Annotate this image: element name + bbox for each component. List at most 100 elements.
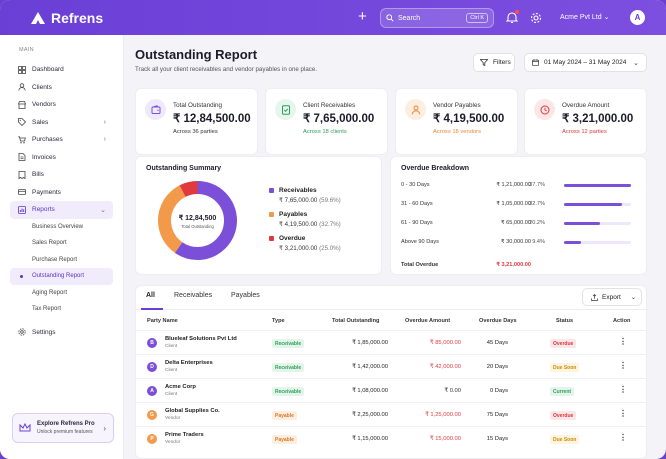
column-header[interactable]: Total Outstanding — [332, 318, 379, 324]
date-range-picker[interactable]: 01 May 2024 – 31 May 2024 ⌄ — [524, 53, 647, 72]
overdue-row: Above 90 Days ₹ 30,000.00 9.4% — [401, 239, 641, 247]
column-header[interactable]: Status — [556, 318, 573, 324]
tab-receivables[interactable]: Receivables — [174, 292, 212, 299]
status-badge: Due Soon — [550, 435, 579, 444]
sidebar-item-label: Bills — [32, 171, 44, 178]
notification-bell-icon[interactable] — [506, 11, 518, 24]
company-switcher[interactable]: Acme Pvt Ltd ⌄ — [560, 13, 609, 21]
stat-card-client-receivables: Client Receivables ₹ 7,65,000.00 Across … — [265, 88, 388, 155]
tab-payables[interactable]: Payables — [231, 292, 260, 299]
more-actions-icon[interactable]: ⋮ — [619, 434, 627, 442]
date-range-text: 01 May 2024 – 31 May 2024 — [544, 59, 626, 66]
party-name[interactable]: Prime Traders — [165, 432, 204, 438]
store-icon — [18, 101, 26, 109]
sidebar-subitem-aging-report[interactable]: Aging Report — [0, 285, 123, 302]
overdue-days: 45 Days — [468, 340, 508, 346]
sidebar-item-sales[interactable]: Sales › — [0, 114, 123, 132]
refrens-logo-icon — [30, 11, 46, 25]
sidebar-subitem-sales-report[interactable]: Sales Report — [0, 235, 123, 252]
overdue-amount: ₹ 65,000.00 — [471, 220, 531, 226]
table-row[interactable]: D Delta Enterprises Client Receivable ₹ 1,42… — [136, 354, 648, 378]
party-kind: Vendor — [165, 416, 180, 421]
overdue-pct: 32.7% — [527, 201, 545, 207]
party-name[interactable]: Acme Corp — [165, 384, 196, 390]
search-placeholder: Search — [398, 15, 420, 22]
crown-icon — [19, 423, 31, 433]
sidebar-item-settings[interactable]: Settings — [0, 324, 123, 342]
stat-label: Vendor Payables — [433, 102, 481, 109]
avatar[interactable]: A — [630, 10, 645, 25]
search-input[interactable]: Search Ctrl K — [380, 8, 494, 28]
more-actions-icon[interactable]: ⋮ — [619, 410, 627, 418]
party-kind: Client — [165, 344, 177, 349]
export-button[interactable]: Export ⌄ — [582, 288, 642, 306]
column-header[interactable]: Overdue Days — [479, 318, 517, 324]
status-badge: Due Soon — [550, 363, 579, 372]
sidebar-subitem-outstanding-report[interactable]: Outstanding Report — [10, 268, 113, 285]
gear-icon[interactable] — [530, 11, 542, 23]
sidebar-item-payments[interactable]: Payments — [0, 184, 123, 202]
app-logo[interactable]: Refrens — [30, 10, 103, 26]
table-row[interactable]: G Global Supplies Co. Vendor Payable ₹ 2,25,… — [136, 402, 648, 426]
wallet-icon — [145, 99, 166, 120]
sidebar-item-label: Payments — [32, 189, 61, 196]
party-name[interactable]: Blueleaf Solutions Pvt Ltd — [165, 336, 237, 342]
chevron-right-icon: › — [104, 119, 106, 126]
search-shortcut: Ctrl K — [466, 13, 488, 23]
stat-label: Total Outstanding — [173, 102, 222, 109]
chevron-down-icon: ⌄ — [604, 14, 610, 21]
sidebar-item-vendors[interactable]: Vendors — [0, 96, 123, 114]
summary-legend: Receivables ₹ 7,65,000.00 (59.6%) Payabl… — [269, 187, 341, 259]
column-header[interactable]: Action — [613, 318, 630, 324]
sidebar-subitem-purchase-report[interactable]: Purchase Report — [0, 252, 123, 269]
sidebar-item-label: Dashboard — [32, 66, 64, 73]
table-row[interactable]: B Blueleaf Solutions Pvt Ltd Client Receiva… — [136, 330, 648, 354]
more-actions-icon[interactable]: ⋮ — [619, 362, 627, 370]
column-header[interactable]: Type — [272, 318, 285, 324]
more-actions-icon[interactable]: ⋮ — [619, 386, 627, 394]
stat-card-overdue-amount: Overdue Amount ₹ 3,21,000.00 Across 12 p… — [524, 88, 647, 155]
overdue-days: 75 Days — [468, 412, 508, 418]
tab-all[interactable]: All — [146, 292, 155, 299]
legend-label: Receivables — [279, 187, 317, 194]
stat-value: ₹ 4,19,500.00 — [433, 111, 504, 125]
sidebar-subitem-business-overview[interactable]: Business Overview — [0, 219, 123, 236]
type-badge: Payable — [272, 411, 297, 420]
add-icon[interactable]: + — [358, 9, 367, 25]
app-name: Refrens — [51, 10, 103, 26]
sidebar-item-dashboard[interactable]: Dashboard — [0, 61, 123, 79]
more-actions-icon[interactable]: ⋮ — [619, 338, 627, 346]
legend-label: Payables — [279, 211, 307, 218]
party-avatar: B — [147, 338, 157, 348]
overdue-bar — [564, 241, 581, 244]
chevron-right-icon: › — [104, 136, 106, 143]
sidebar-item-clients[interactable]: Clients — [0, 79, 123, 97]
donut-center-label: Total Outstanding — [181, 224, 214, 229]
column-header[interactable]: Overdue Amount — [405, 318, 450, 324]
table-row[interactable]: A Acme Corp Client Receivable ₹ 1,08,000.00 ₹… — [136, 378, 648, 402]
party-name[interactable]: Delta Enterprises — [165, 360, 213, 366]
status-badge: Overdue — [550, 339, 576, 348]
search-icon — [386, 14, 394, 22]
legend-pct: (25.0%) — [319, 245, 341, 252]
total-outstanding: ₹ 2,25,000.00 — [318, 412, 388, 418]
stat-label: Client Receivables — [303, 102, 355, 109]
sidebar-subitem-tax-report[interactable]: Tax Report — [0, 301, 123, 318]
sidebar-item-invoices[interactable]: Invoices — [0, 149, 123, 167]
filters-button[interactable]: Filters — [473, 53, 515, 72]
sidebar-item-label: Clients — [32, 84, 52, 91]
status-badge: Current — [550, 387, 574, 396]
calendar-icon — [532, 59, 539, 66]
sidebar-item-reports[interactable]: Reports ⌄ — [10, 201, 113, 219]
chevron-down-icon: ⌄ — [633, 59, 639, 67]
legend-swatch — [269, 188, 274, 193]
table-row[interactable]: P Prime Traders Vendor Payable ₹ 1,15,000.00… — [136, 426, 648, 450]
sidebar-item-purchases[interactable]: Purchases › — [0, 131, 123, 149]
overdue-amount: ₹ 85,000.00 — [391, 340, 461, 346]
sidebar-item-bills[interactable]: Bills — [0, 166, 123, 184]
type-badge: Receivable — [272, 363, 304, 372]
column-header[interactable]: Party Name — [147, 318, 178, 324]
party-name[interactable]: Global Supplies Co. — [165, 408, 220, 414]
explore-pro-banner[interactable]: Explore Refrens Pro Unlock premium featu… — [12, 413, 114, 443]
